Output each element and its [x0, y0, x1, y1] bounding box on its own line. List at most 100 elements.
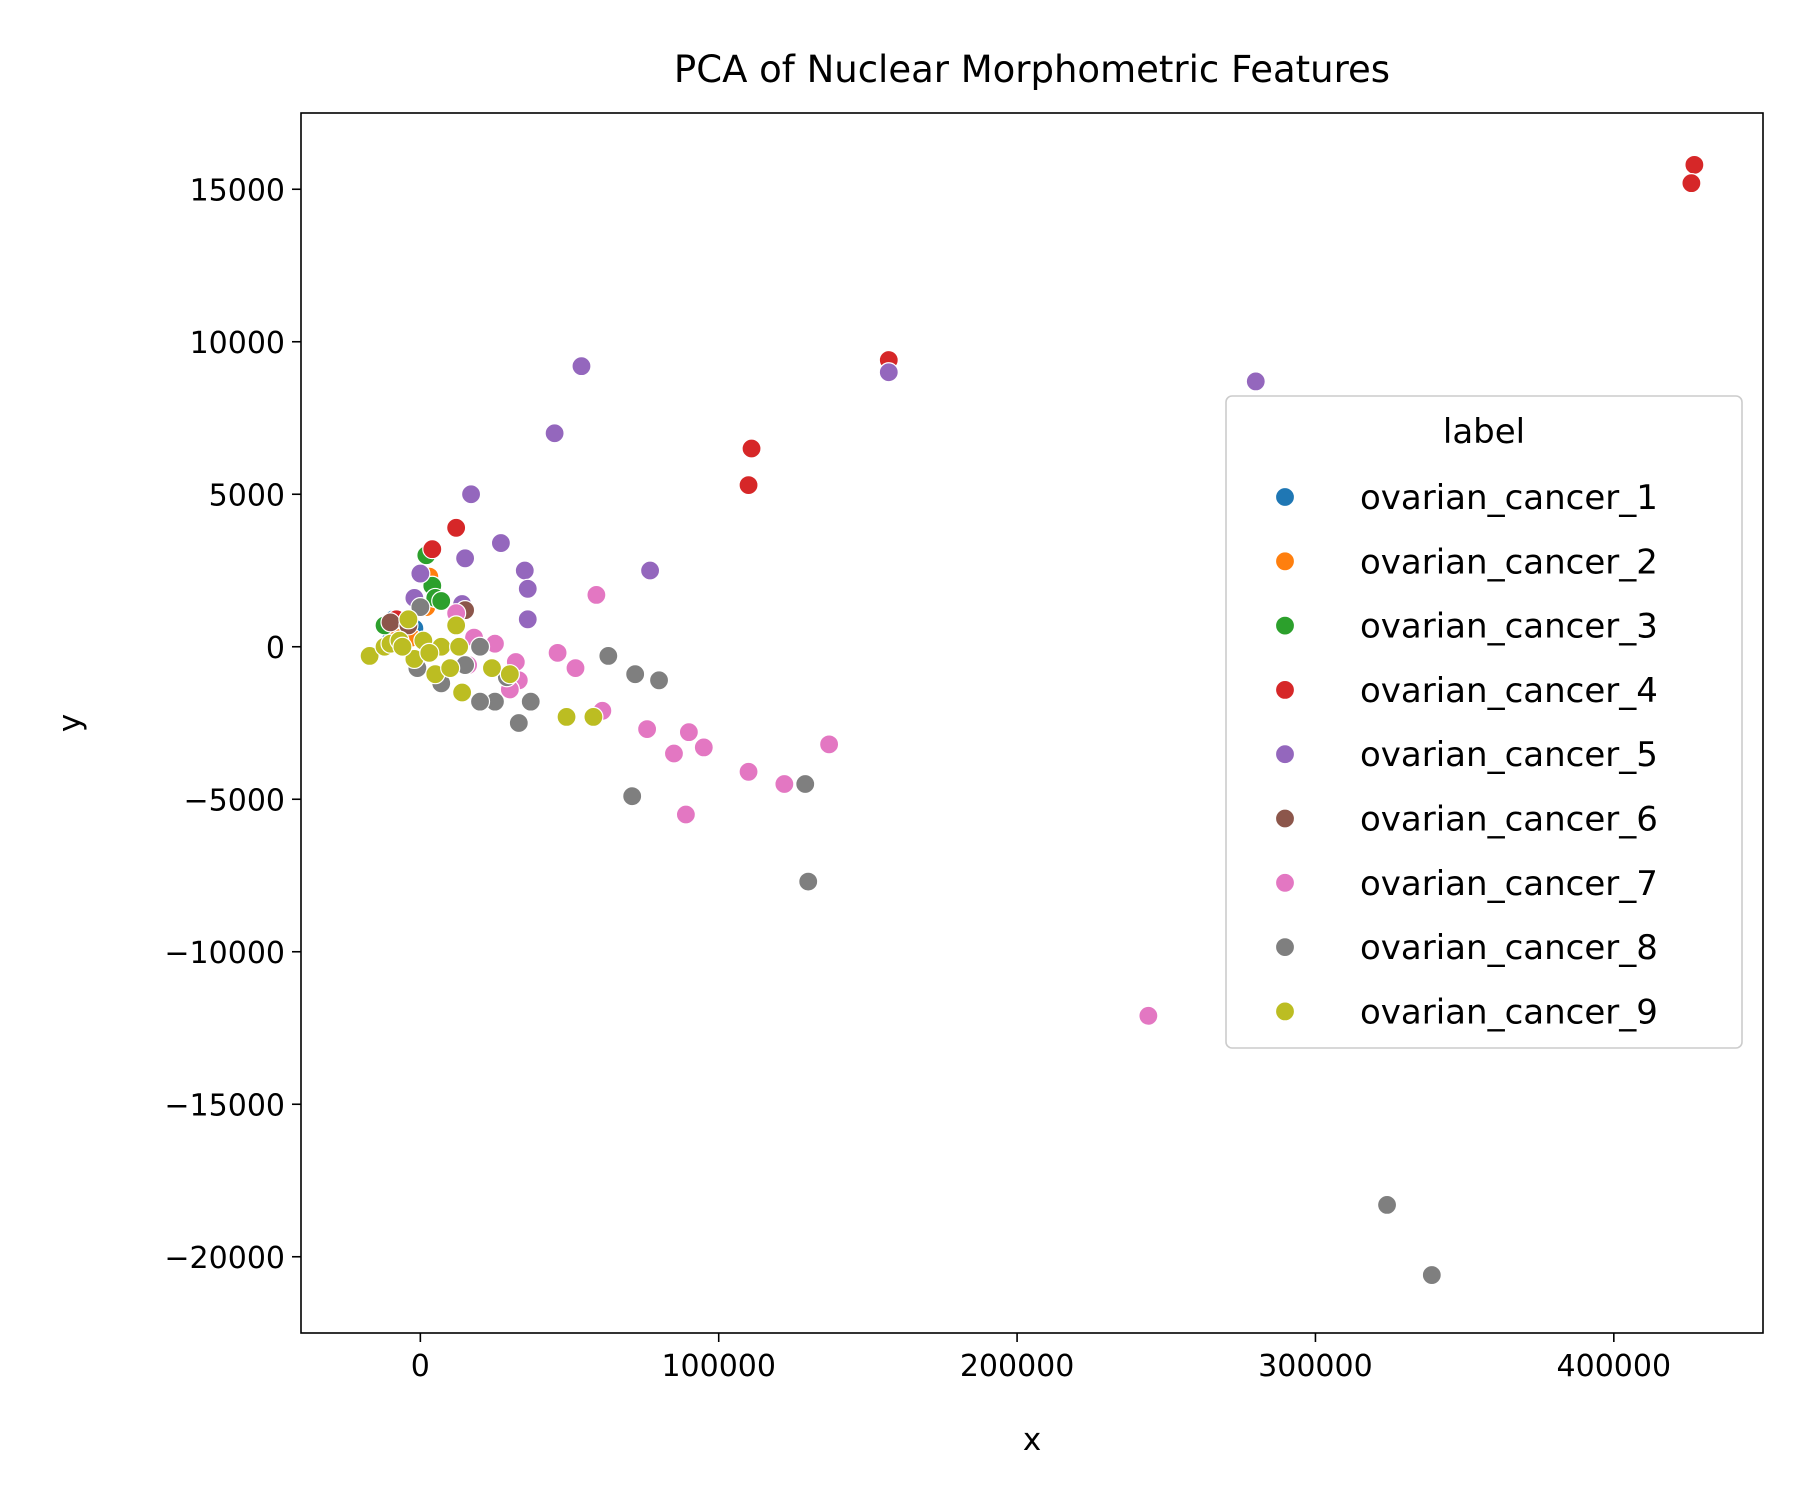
data-point — [1421, 1264, 1442, 1286]
x-axis-ticks: 0 100000 200000 300000 400000 — [411, 1333, 1671, 1384]
data-point — [556, 706, 577, 728]
legend-marker — [1274, 936, 1296, 958]
data-point — [774, 773, 795, 795]
legend-entry-label: ovarian_cancer_4 — [1360, 671, 1658, 711]
data-point — [637, 718, 658, 740]
data-point — [469, 636, 491, 657]
y-tick-label: 10000 — [190, 326, 285, 361]
data-point — [738, 475, 759, 496]
legend-marker — [1274, 744, 1296, 765]
legend-title: label — [1443, 412, 1525, 452]
data-point — [380, 612, 401, 633]
legend-marker — [1274, 679, 1296, 701]
legend-marker — [1274, 808, 1296, 829]
data-point — [517, 578, 538, 599]
data-point — [819, 734, 840, 755]
data-point — [648, 670, 670, 691]
x-tick-label: 300000 — [1258, 1349, 1373, 1384]
x-tick-label: 0 — [411, 1349, 430, 1384]
legend-entry-label: ovarian_cancer_2 — [1360, 542, 1658, 582]
data-point — [469, 691, 491, 712]
legend-marker — [1274, 1001, 1296, 1022]
x-tick-label: 200000 — [960, 1349, 1075, 1384]
legend-marker — [1274, 615, 1296, 636]
series-ovarian_cancer_9 — [359, 609, 604, 728]
legend-marker — [1274, 872, 1296, 893]
legend-entry-label: ovarian_cancer_1 — [1360, 478, 1658, 518]
y-axis-ticks: −20000 −15000 −10000 −5000 0 5000 10000 15000 — [164, 173, 301, 1276]
data-points — [359, 154, 1705, 1286]
y-tick-label: 15000 — [190, 173, 285, 208]
x-tick-label: 100000 — [661, 1349, 776, 1384]
chart-title: PCA of Nuclear Morphometric Features — [674, 48, 1390, 91]
data-point — [359, 645, 380, 667]
data-point — [544, 423, 565, 444]
data-point — [508, 712, 529, 734]
x-axis-label: x — [1023, 1422, 1041, 1458]
data-point — [547, 642, 568, 663]
legend-entry-label: ovarian_cancer_8 — [1360, 928, 1658, 968]
data-point — [446, 615, 467, 636]
data-point — [738, 761, 759, 782]
legend-entry-label: ovarian_cancer_6 — [1360, 800, 1658, 840]
data-point — [1684, 154, 1705, 175]
data-point — [499, 664, 520, 685]
data-point — [565, 657, 586, 679]
data-point — [392, 636, 413, 657]
data-point — [449, 636, 470, 657]
data-point — [398, 609, 419, 630]
data-point — [490, 532, 512, 554]
y-tick-label: −10000 — [164, 936, 285, 971]
data-point — [639, 560, 661, 581]
data-point — [598, 645, 619, 667]
legend-marker — [1274, 551, 1296, 572]
legend-entry-label: ovarian_cancer_7 — [1360, 864, 1658, 904]
data-point — [514, 560, 535, 581]
legend-entry-label: ovarian_cancer_3 — [1360, 607, 1658, 647]
data-point — [460, 484, 482, 505]
data-point — [741, 438, 762, 459]
data-point — [675, 804, 696, 825]
data-point — [517, 609, 538, 630]
data-point — [1681, 173, 1702, 194]
y-tick-label: −15000 — [164, 1088, 285, 1123]
data-point — [452, 682, 473, 703]
data-point — [520, 691, 541, 712]
y-tick-label: 0 — [266, 631, 285, 666]
x-tick-label: 400000 — [1557, 1349, 1672, 1384]
data-point — [431, 590, 452, 612]
legend-marker — [1274, 486, 1296, 508]
data-point — [1138, 1005, 1159, 1026]
data-point — [571, 356, 592, 377]
data-point — [693, 737, 714, 758]
data-point — [1376, 1194, 1398, 1216]
y-axis-label: y — [52, 714, 88, 732]
y-tick-label: −5000 — [184, 783, 285, 818]
legend: label ovarian_cancer_1 ovarian_cancer_2ov… — [1225, 395, 1743, 1049]
y-tick-label: −20000 — [164, 1241, 285, 1276]
data-point — [419, 642, 440, 663]
data-point — [481, 657, 503, 679]
data-point — [455, 548, 476, 569]
data-point — [410, 596, 431, 618]
data-point — [1245, 371, 1266, 392]
data-point — [678, 722, 699, 743]
data-point — [878, 362, 899, 383]
data-point — [663, 743, 685, 764]
legend-entry-label: ovarian_cancer_5 — [1360, 735, 1658, 775]
data-point — [446, 517, 467, 538]
plot-frame — [300, 112, 1764, 1334]
data-point — [586, 584, 607, 606]
legend-entry-label: ovarian_cancer_9 — [1360, 992, 1658, 1032]
data-point — [422, 539, 443, 560]
data-point — [583, 706, 604, 728]
y-tick-label: 5000 — [209, 478, 285, 513]
data-point — [795, 773, 816, 795]
data-point — [625, 664, 646, 685]
data-point — [798, 871, 819, 892]
data-point — [622, 786, 643, 807]
data-point — [440, 657, 461, 679]
legend-box — [1225, 395, 1743, 1049]
series-ovarian_cancer_8 — [407, 596, 1442, 1286]
